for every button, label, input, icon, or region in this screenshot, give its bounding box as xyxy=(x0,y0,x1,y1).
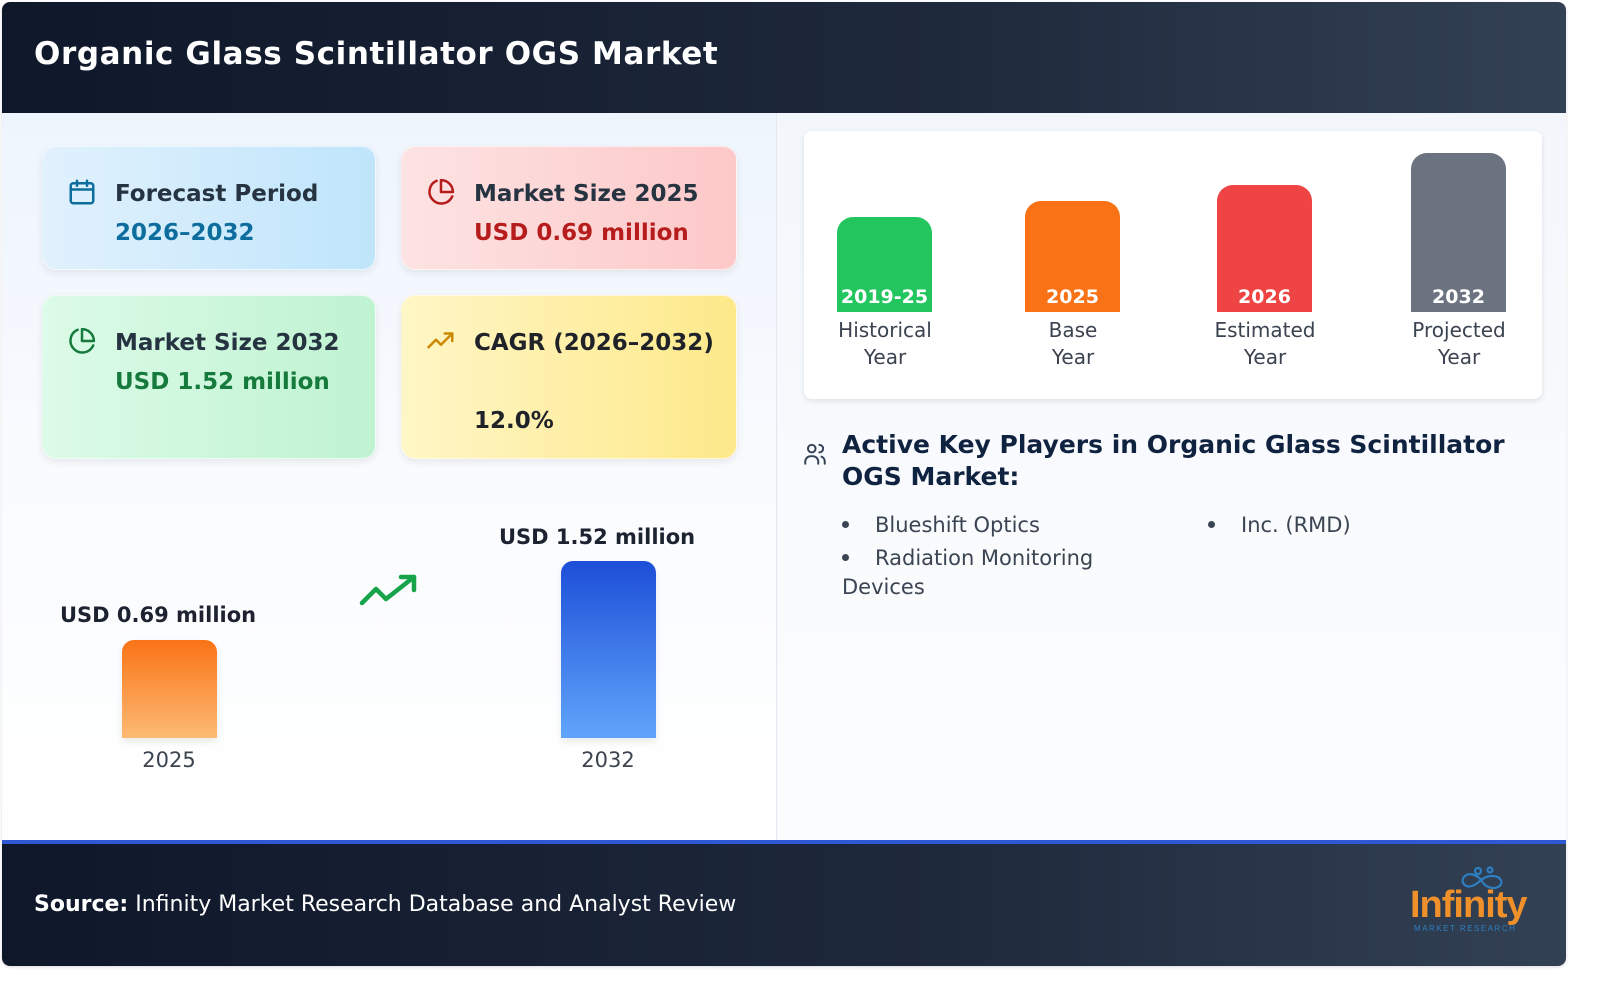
timeline-badge: 2019-25 xyxy=(840,286,929,308)
caption-line: Base xyxy=(1048,318,1098,342)
timeline-bar-estimated: 2026 xyxy=(1217,185,1312,312)
caption-line: Year xyxy=(1051,345,1095,369)
users-icon xyxy=(804,443,826,465)
player-item-continued: Devices xyxy=(842,575,925,599)
stat-label: Forecast Period xyxy=(115,181,319,207)
page-title: Organic Glass Scintillator OGS Market xyxy=(34,36,719,72)
player-item: Blueshift Optics xyxy=(842,510,1040,540)
source-text: Infinity Market Research Database and An… xyxy=(135,892,737,917)
player-item: Inc. (RMD) xyxy=(1208,510,1351,540)
key-players-heading: Active Key Players in Organic Glass Scin… xyxy=(842,430,1505,491)
timeline-caption-projected: Projected Year xyxy=(1384,317,1534,371)
logo-subtitle: MARKET RESEARCH xyxy=(1414,924,1517,933)
stat-card-cagr: CAGR (2026–2032) 12.0% xyxy=(401,295,737,459)
timeline-bar-historical: 2019-25 xyxy=(837,217,932,312)
player-item: Radiation Monitoring xyxy=(842,543,1093,573)
player-name: Blueshift Optics xyxy=(875,513,1040,537)
player-name: Inc. (RMD) xyxy=(1241,513,1351,537)
source-label: Source: xyxy=(34,892,129,917)
trending-up-arrow-icon xyxy=(359,574,417,606)
calendar-icon xyxy=(69,179,95,205)
caption-line: Projected xyxy=(1412,318,1506,342)
timeline-card: 2019-25 Historical Year 2025 Base Year 2… xyxy=(804,131,1542,399)
timeline-caption-historical: Historical Year xyxy=(810,317,960,371)
bar-year-label-2032: 2032 xyxy=(581,748,635,772)
stat-value: USD 0.69 million xyxy=(474,220,689,246)
source-note: Source: Infinity Market Research Databas… xyxy=(34,892,736,917)
bar-value-label-2025: USD 0.69 million xyxy=(60,603,257,627)
timeline-badge: 2025 xyxy=(1046,286,1099,308)
timeline-badge: 2026 xyxy=(1238,286,1291,308)
infinity-symbol-icon xyxy=(1461,866,1503,890)
stat-value: 2026–2032 xyxy=(115,220,255,246)
bullet xyxy=(842,520,849,528)
bar-year-label-2025: 2025 xyxy=(142,748,196,772)
footer-bar: Source: Infinity Market Research Databas… xyxy=(2,840,1566,966)
caption-line: Estimated xyxy=(1214,318,1316,342)
caption-line: Year xyxy=(1243,345,1287,369)
caption-line: Historical xyxy=(838,318,932,342)
bullet xyxy=(1208,520,1215,528)
infographic-card: Organic Glass Scintillator OGS Market Fo… xyxy=(2,2,1566,966)
timeline-bar-base: 2025 xyxy=(1025,201,1120,312)
caption-line: Year xyxy=(1437,345,1481,369)
stat-value: USD 1.52 million xyxy=(115,369,330,395)
stat-value: 12.0% xyxy=(474,408,554,434)
bar-2032 xyxy=(561,561,656,738)
logo-wordmark: Infinity xyxy=(1410,884,1528,926)
stat-label: CAGR (2026–2032) xyxy=(474,330,714,356)
infinity-logo: Infinity MARKET RESEARCH xyxy=(1410,866,1534,938)
timeline-bar-projected: 2032 xyxy=(1411,153,1506,312)
player-name: Radiation Monitoring xyxy=(875,546,1094,570)
left-pane: Forecast Period 2026–2032 Market Size 20… xyxy=(2,113,777,840)
bar-value-label-2032: USD 1.52 million xyxy=(499,525,696,549)
right-pane: 2019-25 Historical Year 2025 Base Year 2… xyxy=(778,113,1566,840)
stat-label: Market Size 2032 xyxy=(115,330,340,356)
header-bar: Organic Glass Scintillator OGS Market xyxy=(2,2,1566,113)
pie-chart-icon xyxy=(69,327,96,354)
trending-up-icon xyxy=(427,332,454,349)
timeline-badge: 2032 xyxy=(1432,286,1485,308)
pie-chart-icon xyxy=(428,178,455,205)
bullet xyxy=(842,553,849,561)
stat-label: Market Size 2025 xyxy=(474,181,699,207)
bar-2025 xyxy=(122,640,217,738)
stat-card-market-size-2025: Market Size 2025 USD 0.69 million xyxy=(401,146,737,270)
stat-card-forecast-period: Forecast Period 2026–2032 xyxy=(42,146,376,270)
caption-line: Year xyxy=(863,345,907,369)
stat-card-market-size-2032: Market Size 2032 USD 1.52 million xyxy=(42,295,376,459)
timeline-caption-base: Base Year xyxy=(998,317,1148,371)
timeline-caption-estimated: Estimated Year xyxy=(1190,317,1340,371)
